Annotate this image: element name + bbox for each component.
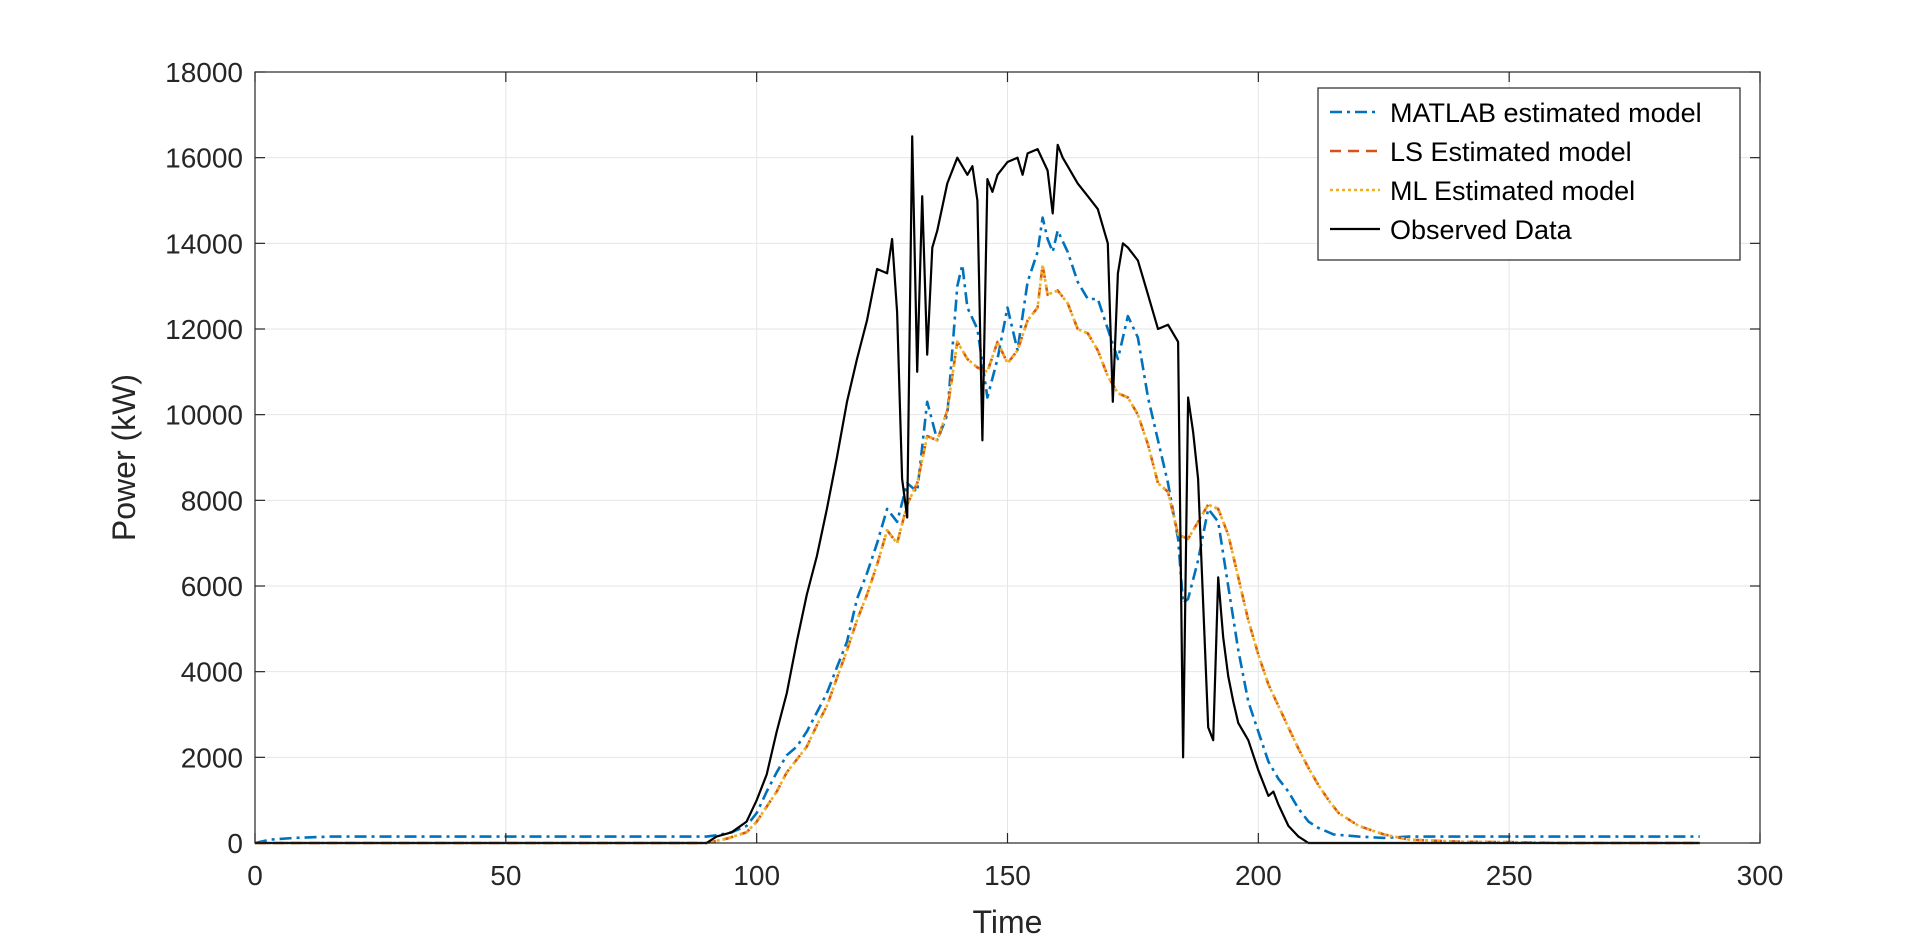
legend-label: Observed Data [1390,215,1573,245]
y-tick-label: 4000 [181,657,243,688]
legend-box [1317,87,1741,261]
y-axis-label: Power (kW) [106,374,142,541]
x-tick-label: 100 [733,860,780,891]
x-tick-label: 250 [1486,860,1533,891]
y-tick-label: 0 [227,828,243,859]
y-tick-label: 2000 [181,742,243,773]
y-tick-label: 6000 [181,571,243,602]
x-tick-label: 150 [984,860,1031,891]
legend-label: MATLAB estimated model [1390,98,1702,128]
x-tick-label: 200 [1235,860,1282,891]
legend: MATLAB estimated model LS Estimated model… [1317,87,1741,261]
y-tick-label: 10000 [165,400,243,431]
legend-label: ML Estimated model [1390,176,1635,206]
x-axis-label: Time [973,904,1043,936]
y-tick-label: 12000 [165,314,243,345]
series-line-2 [255,263,1700,845]
series-layer [254,135,1700,845]
y-tick-label: 14000 [165,228,243,259]
y-tick-label: 18000 [165,57,243,88]
legend-label: LS Estimated model [1390,137,1632,167]
x-axis-ticks: 0 50 100 150 200 250 300 [247,72,1783,891]
x-tick-label: 50 [490,860,521,891]
x-tick-label: 0 [247,860,263,891]
y-tick-label: 16000 [165,143,243,174]
x-tick-label: 300 [1737,860,1784,891]
y-axis-ticks: 0 2000 4000 6000 8000 10000 12000 14000 16000 180… [165,57,1760,859]
y-tick-label: 8000 [181,485,243,516]
series-line-3 [255,135,1700,845]
